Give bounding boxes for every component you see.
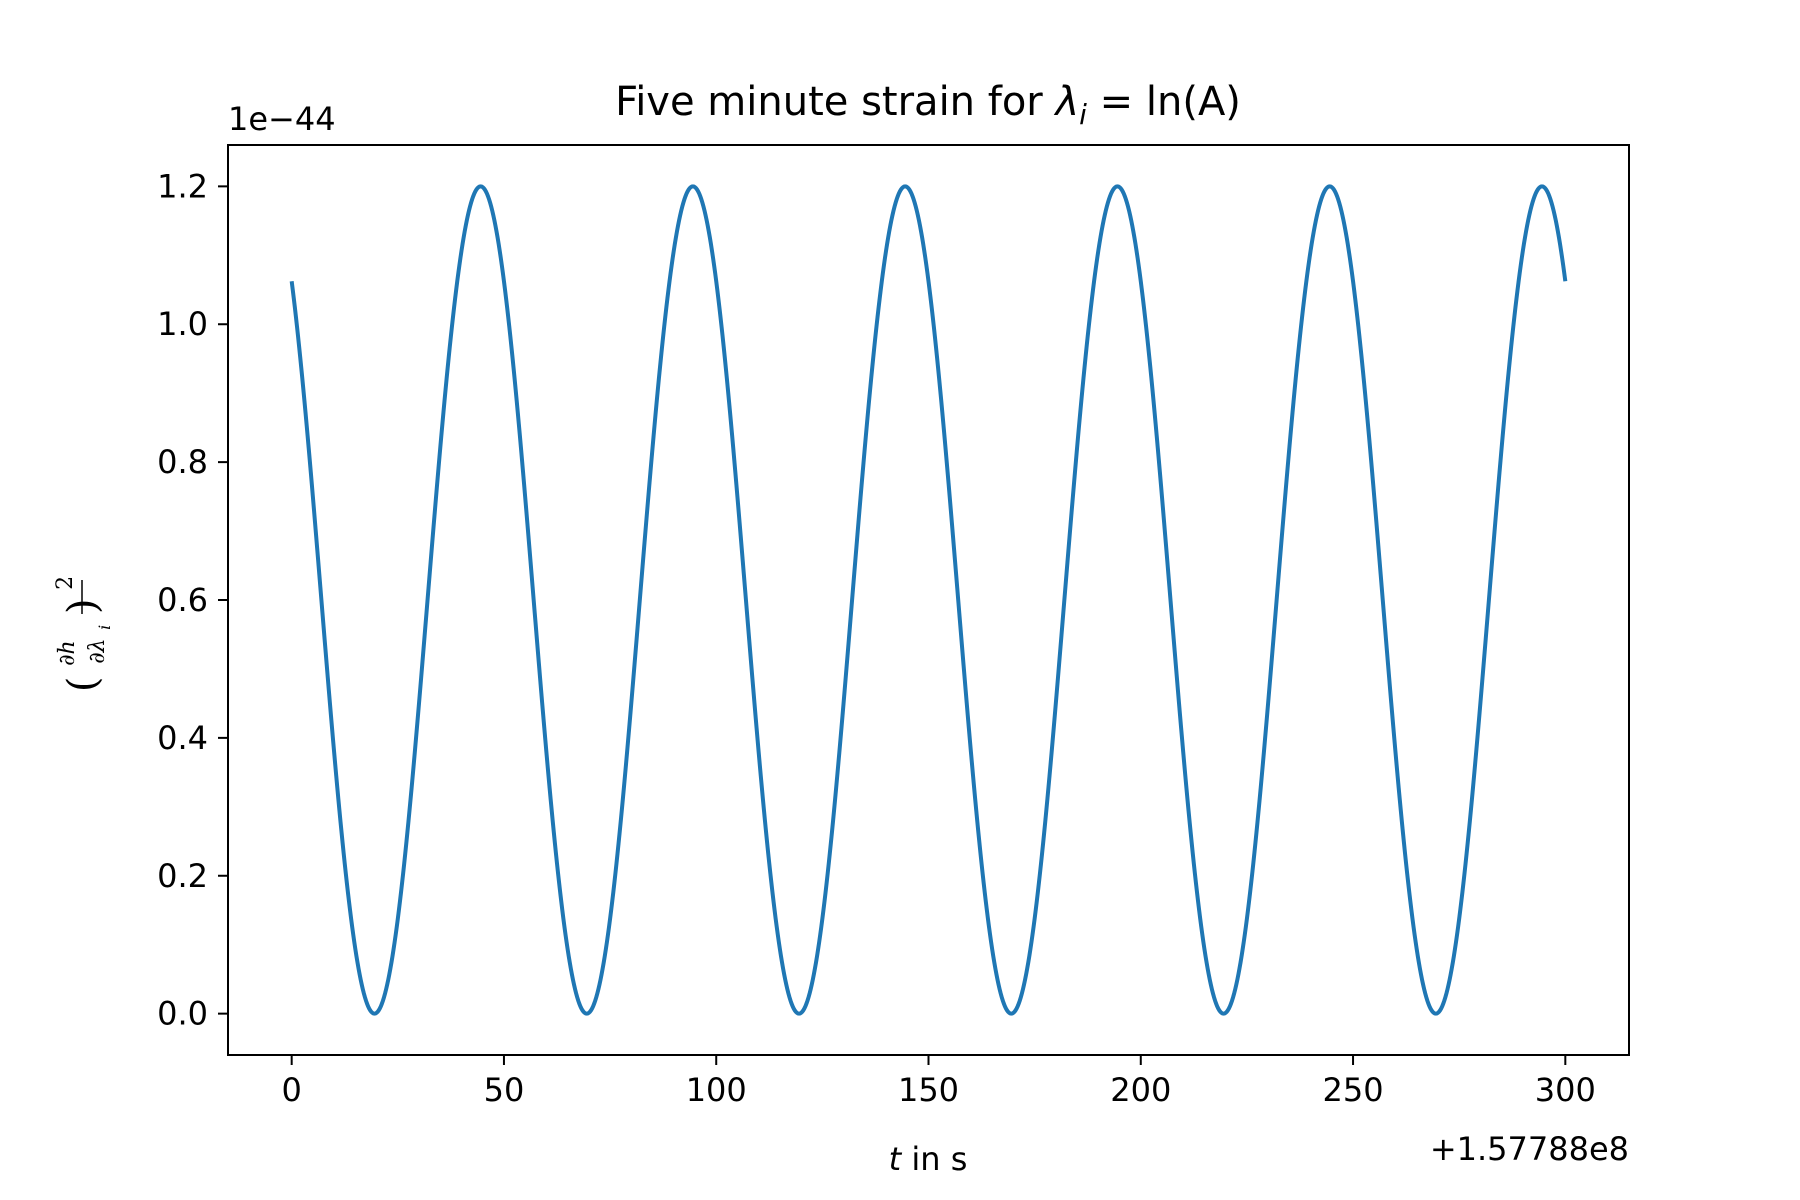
series-line-strain: [289, 184, 1568, 1016]
y-tick-label: 0.4: [157, 719, 208, 757]
y-axis-label: ( ∂h ∂λ i ) 2: [50, 576, 117, 692]
x-tick-label: 150: [898, 1071, 959, 1109]
y-tick-label: 1.0: [157, 305, 208, 343]
x-tick-label: 50: [484, 1071, 525, 1109]
plot-area: [289, 184, 1568, 1016]
x-axis-label: t in s: [889, 1140, 968, 1178]
y-tick-label: 0.0: [157, 995, 208, 1033]
x-offset-label: +1.57788e8: [1430, 1130, 1629, 1168]
x-tick-label: 200: [1110, 1071, 1171, 1109]
svg-text:( ∂h ∂λ i: ( ∂h ∂λ i ) 2: [50, 576, 117, 692]
x-tick-label: 250: [1323, 1071, 1384, 1109]
y-tick-label: 0.8: [157, 443, 208, 481]
y-tick-label: 1.2: [157, 167, 208, 205]
x-tick-label: 100: [686, 1071, 747, 1109]
y-tick-label: 0.2: [157, 857, 208, 895]
y-axis: 0.0 0.2 0.4 0.6 0.8 1.0 1.2: [157, 167, 228, 1033]
y-tick-label: 0.6: [157, 581, 208, 619]
x-axis: 0 50 100 150 200 250 300: [282, 1055, 1596, 1109]
x-tick-label: 0: [282, 1071, 302, 1109]
x-tick-label: 300: [1535, 1071, 1596, 1109]
y-scale-label: 1e−44: [228, 100, 336, 138]
chart-title: Five minute strain for λi = ln(A): [615, 79, 1241, 131]
